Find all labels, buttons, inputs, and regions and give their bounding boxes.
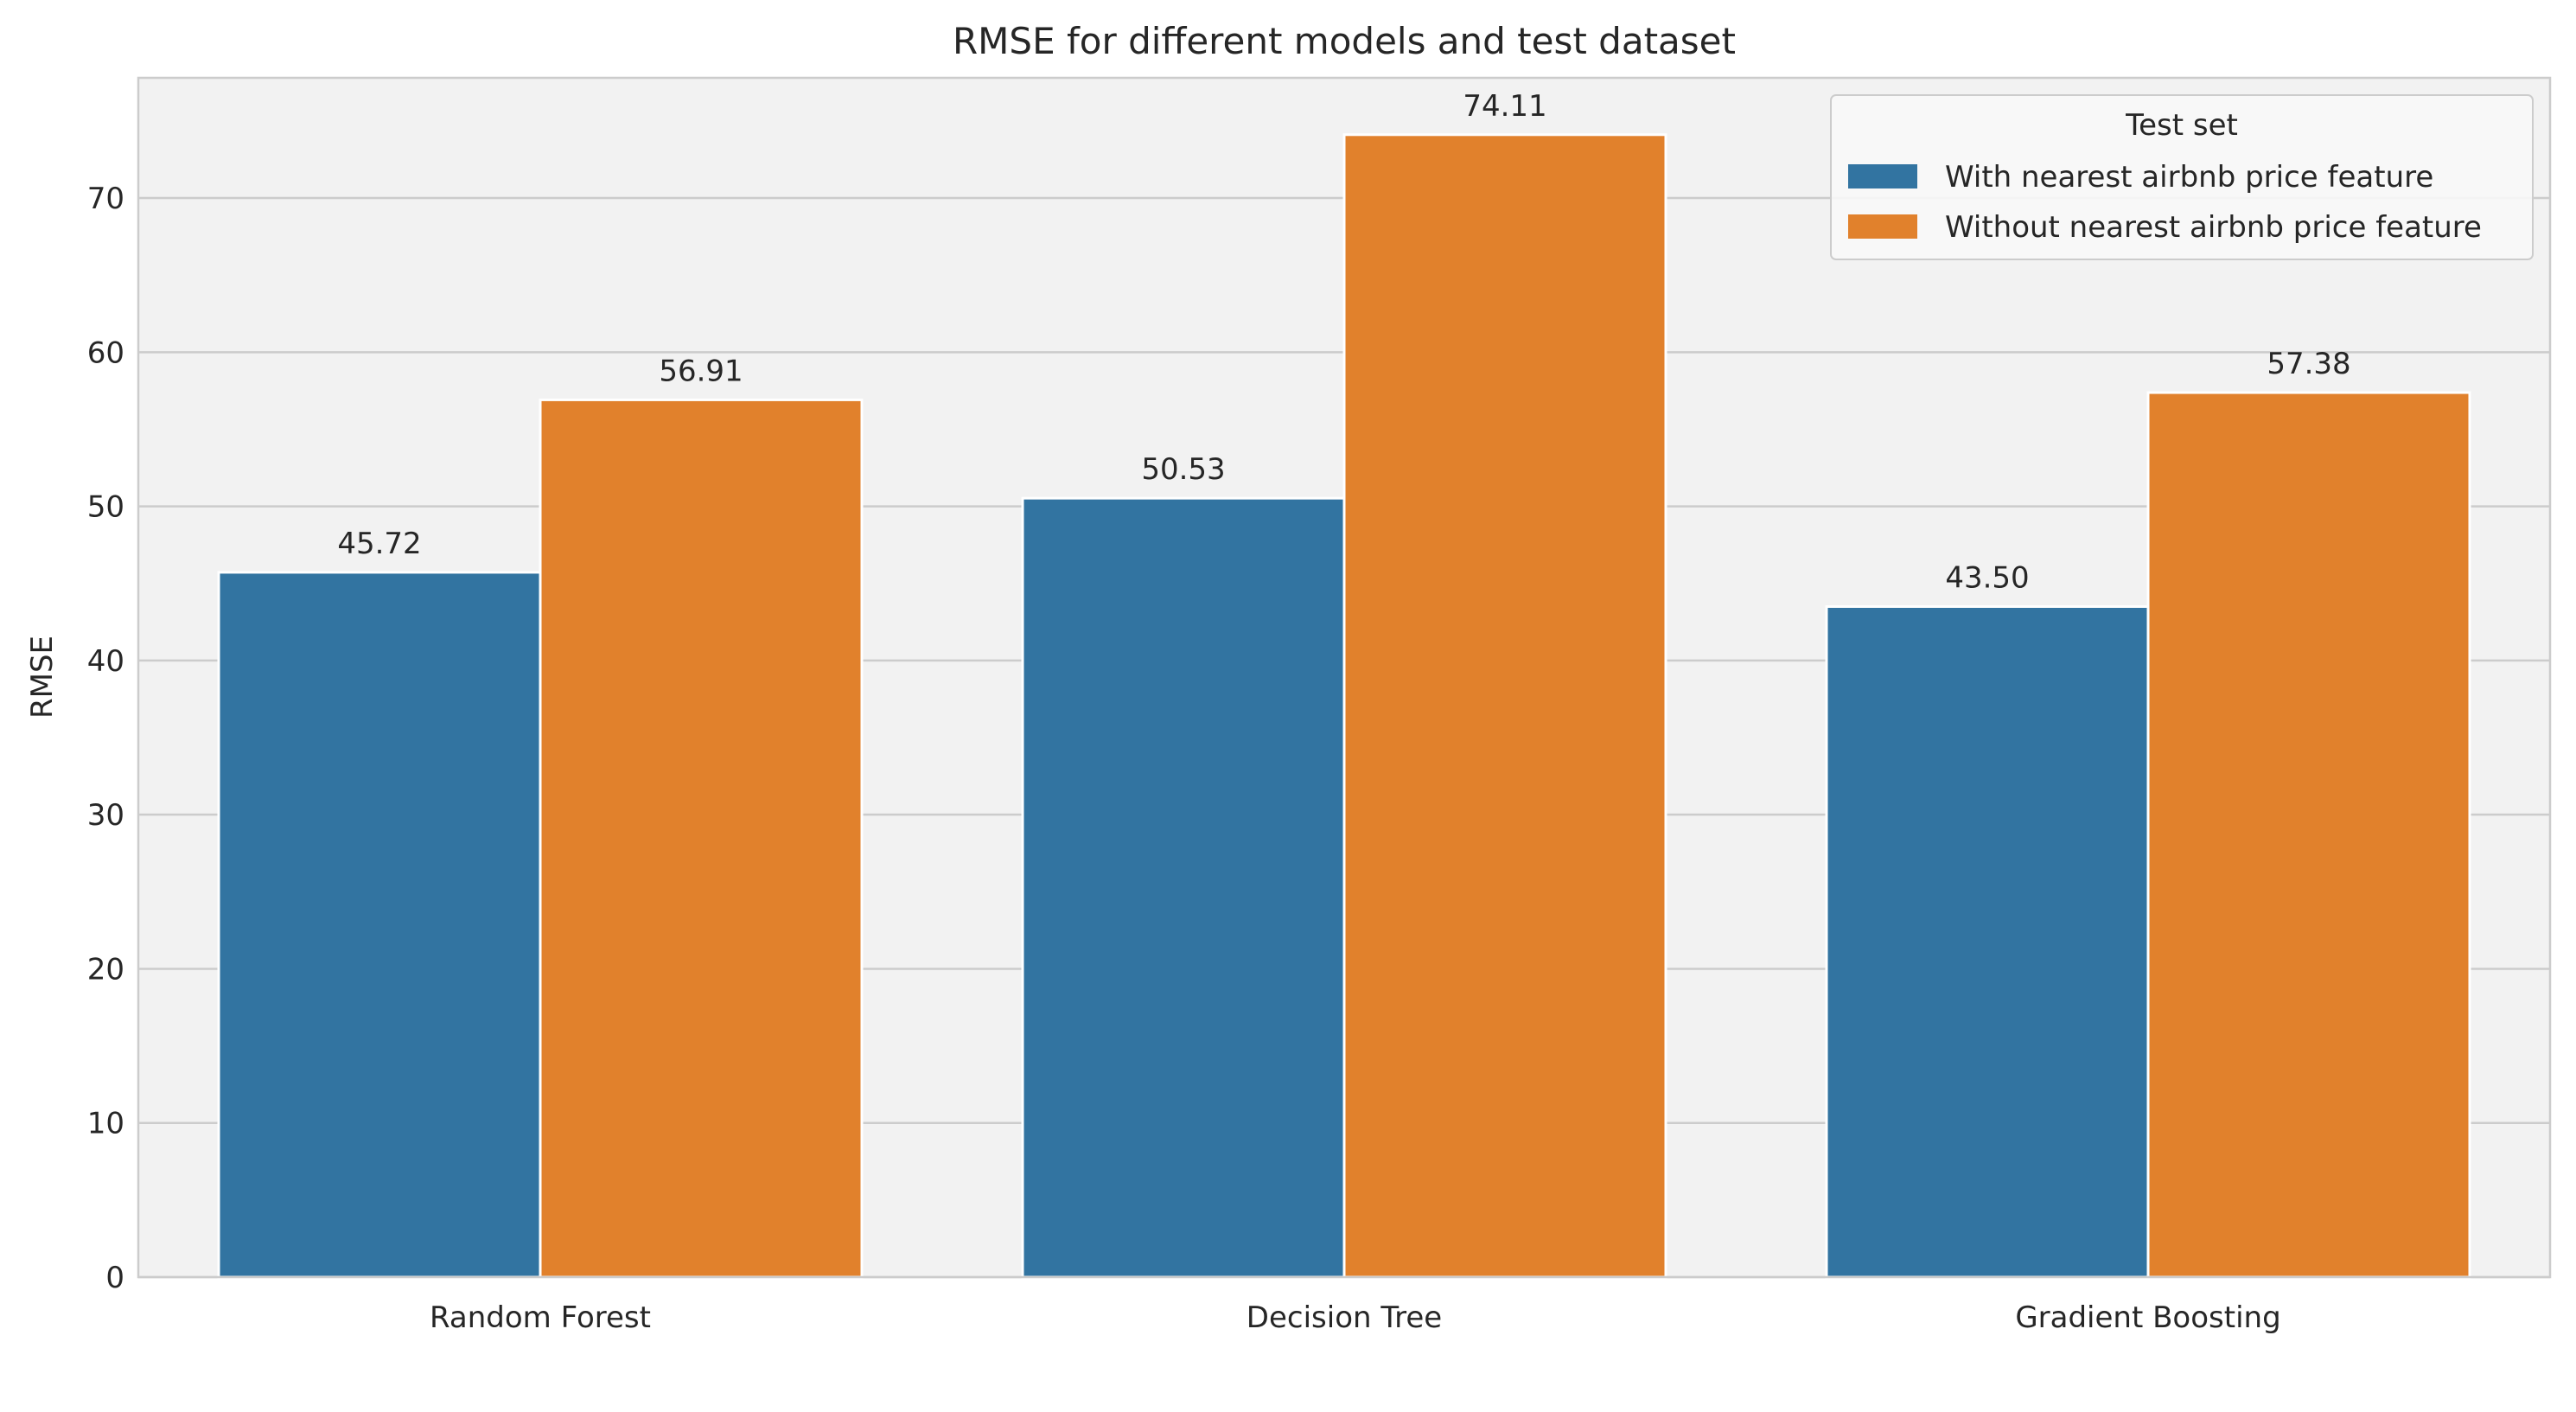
y-tick-label-40: 40 [87, 644, 124, 679]
y-tick-labels: 0 10 20 30 40 50 60 70 [87, 182, 124, 1295]
bar-gradient-boosting-series-1 [2146, 391, 2471, 1279]
legend-label-with-feature: With nearest airbnb price feature [1945, 160, 2433, 195]
legend-swatch-without-feature [1848, 214, 1917, 239]
data-label-random-forest-series-0: 45.72 [337, 527, 421, 561]
data-label-decision-tree-series-1: 74.11 [1463, 89, 1546, 124]
data-label-decision-tree-series-0: 50.53 [1141, 452, 1225, 487]
x-tick-label-decision-tree: Decision Tree [1247, 1300, 1442, 1335]
y-tick-label-30: 30 [87, 798, 124, 833]
data-label-gradient-boosting-series-1: 57.38 [2267, 347, 2350, 381]
plot-frame [137, 76, 2552, 1279]
bar-gradient-boosting-series-0 [1825, 604, 2150, 1279]
bar-random-forest-series-0 [217, 571, 542, 1279]
bar-decision-tree-series-0 [1021, 496, 1346, 1279]
y-tick-label-10: 10 [87, 1107, 124, 1141]
legend-label-without-feature: Without nearest airbnb price feature [1945, 210, 2482, 245]
legend-title: Test set [2125, 108, 2238, 143]
y-axis-label: RMSE [25, 636, 60, 719]
chart-title: RMSE for different models and test datas… [953, 20, 1736, 62]
bars [217, 133, 2471, 1279]
y-tick-label-20: 20 [87, 952, 124, 987]
x-tick-label-gradient-boosting: Gradient Boosting [2015, 1300, 2280, 1335]
bar-decision-tree-series-1 [1342, 133, 1667, 1279]
y-tick-label-70: 70 [87, 182, 124, 216]
legend: Test set With nearest airbnb price featu… [1830, 94, 2534, 260]
legend-box [1830, 94, 2534, 260]
data-label-gradient-boosting-series-0: 43.50 [1945, 560, 2029, 595]
data-labels: 45.72 56.91 50.53 74.11 43.50 57.38 [337, 89, 2350, 596]
bar-random-forest-series-1 [539, 398, 864, 1279]
x-tick-labels: Random Forest Decision Tree Gradient Boost… [430, 1300, 2281, 1335]
legend-swatch-with-feature [1848, 164, 1917, 188]
y-tick-label-0: 0 [105, 1261, 124, 1295]
y-tick-label-60: 60 [87, 335, 124, 370]
data-label-random-forest-series-1: 56.91 [659, 354, 743, 388]
y-tick-label-50: 50 [87, 490, 124, 525]
x-tick-label-random-forest: Random Forest [430, 1300, 651, 1335]
